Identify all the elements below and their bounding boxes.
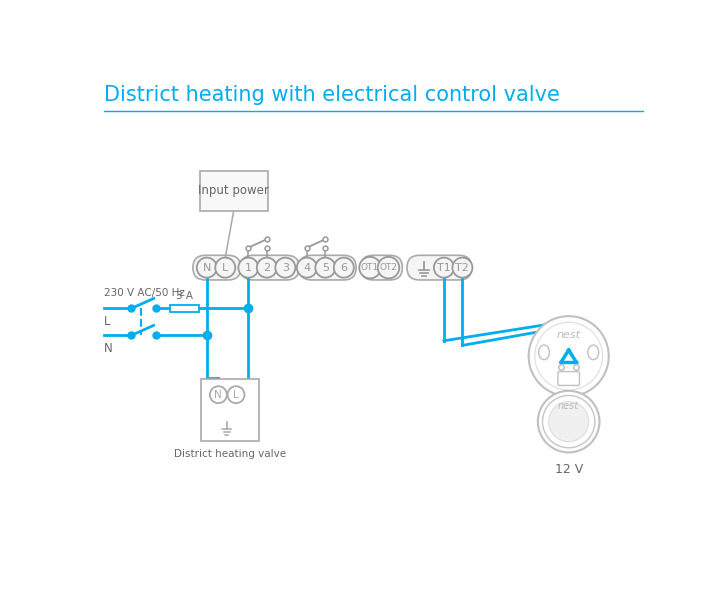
Text: OT2: OT2 — [379, 263, 397, 272]
Text: District heating valve: District heating valve — [174, 448, 286, 459]
Circle shape — [275, 258, 296, 277]
Text: 12 V: 12 V — [555, 463, 583, 476]
Text: T1: T1 — [437, 263, 451, 273]
Text: L: L — [222, 263, 229, 273]
Text: 230 V AC/50 Hz: 230 V AC/50 Hz — [103, 287, 184, 298]
Text: 1: 1 — [245, 263, 252, 273]
Text: 2: 2 — [264, 263, 270, 273]
Circle shape — [228, 386, 245, 403]
Text: 3: 3 — [282, 263, 289, 273]
FancyBboxPatch shape — [200, 170, 268, 211]
Text: N: N — [202, 263, 211, 273]
Text: 3 A: 3 A — [176, 290, 193, 301]
FancyBboxPatch shape — [407, 255, 472, 280]
Text: nest: nest — [558, 401, 579, 411]
Circle shape — [542, 396, 595, 448]
FancyBboxPatch shape — [193, 255, 241, 280]
FancyBboxPatch shape — [299, 255, 356, 280]
Ellipse shape — [588, 345, 598, 359]
Circle shape — [197, 258, 217, 277]
Text: L: L — [233, 390, 239, 400]
Text: L: L — [103, 315, 110, 328]
Circle shape — [238, 258, 258, 277]
Circle shape — [549, 402, 589, 442]
Text: OT1: OT1 — [361, 263, 379, 272]
FancyBboxPatch shape — [558, 372, 579, 386]
Circle shape — [257, 258, 277, 277]
Circle shape — [359, 257, 381, 279]
Circle shape — [434, 258, 454, 277]
Ellipse shape — [539, 345, 550, 359]
Circle shape — [452, 258, 472, 277]
FancyBboxPatch shape — [170, 305, 199, 312]
Text: District heating with electrical control valve: District heating with electrical control… — [103, 85, 560, 105]
Text: nest: nest — [557, 330, 581, 340]
Circle shape — [535, 323, 603, 390]
Circle shape — [529, 316, 609, 396]
FancyBboxPatch shape — [201, 380, 259, 441]
Circle shape — [297, 258, 317, 277]
Circle shape — [210, 386, 227, 403]
Circle shape — [315, 258, 336, 277]
Text: N: N — [215, 390, 222, 400]
Text: 4: 4 — [304, 263, 310, 273]
FancyBboxPatch shape — [361, 255, 403, 280]
Circle shape — [378, 257, 399, 279]
Text: N: N — [103, 342, 112, 355]
FancyBboxPatch shape — [241, 255, 299, 280]
Text: T2: T2 — [456, 263, 470, 273]
Circle shape — [538, 391, 599, 453]
Circle shape — [215, 258, 235, 277]
Circle shape — [334, 258, 354, 277]
Text: 6: 6 — [341, 263, 347, 273]
Text: 5: 5 — [322, 263, 329, 273]
Text: Input power: Input power — [198, 184, 269, 197]
